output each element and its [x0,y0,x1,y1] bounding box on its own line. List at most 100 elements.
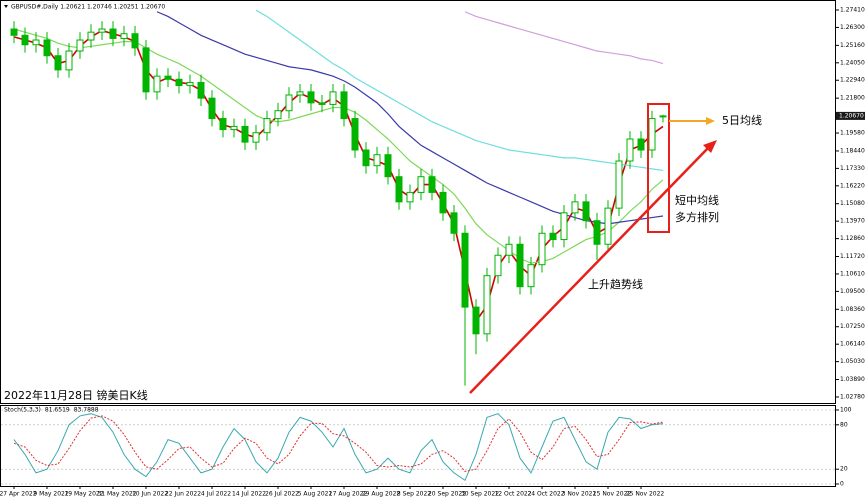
candle-body [362,149,370,167]
x-tick-label: 31 May 2022 [97,491,136,498]
candle-body [516,243,524,288]
candle-body [439,191,447,214]
candle-body [483,275,491,335]
y-tick-label: 1.13970 [840,218,865,225]
x-tick-label: 4 Jul 2022 [201,491,231,498]
candle-body [32,39,40,46]
y-tick-label: 1.07250 [840,323,865,330]
candle-body [406,191,414,203]
y-tick-label: 1.16220 [840,182,865,189]
candle-body [395,176,403,203]
stoch-panel [0,405,836,487]
x-tick-label: 9 May 2022 [33,491,68,498]
x-tick-label: 30 Sep 2022 [461,491,499,498]
y-tick-label: 1.21800 [840,95,865,102]
chart-header: GBPUSD#,Daily 1.20621 1.20746 1.20251 1.… [11,4,165,11]
candle-body [230,125,238,131]
candle-body [461,232,469,308]
candle-body [307,91,315,104]
candle-body [296,91,304,96]
candle-body [285,94,293,112]
trend-arrowhead [703,140,717,153]
annotation: 上升趋势线 [588,277,643,291]
candle-body [637,138,645,151]
moving-average [464,11,664,65]
x-tick-label: 3 Nov 2022 [562,491,597,498]
candle-body [538,232,546,266]
candle-body [87,31,95,41]
y-tick-label: 0 [840,481,844,488]
candle-body [648,118,656,151]
y-tick-label: 1.10610 [840,270,865,277]
candle-body [76,39,84,52]
candle-body [98,28,106,33]
candle-body [615,160,623,209]
x-tick-label: 26 Jul 2022 [265,491,299,498]
candle-body [384,154,392,178]
stoch-line [13,413,664,482]
main-panel [0,0,836,404]
moving-average [156,11,664,225]
x-tick-label: 24 Oct 2022 [527,491,564,498]
y-tick-label: 1.11720 [840,253,865,260]
x-tick-label: 22 Jun 2022 [165,491,201,498]
y-tick-label: 100 [840,407,852,414]
annotation: 多方排列 [675,210,719,224]
x-tick-label: 12 Oct 2022 [494,491,531,498]
candle-body [142,47,150,93]
y-tick-label: 1.08360 [840,306,865,313]
candle-body [340,91,348,120]
y-tick-label: 1.27410 [840,7,865,14]
y-tick-label: 1.17330 [840,165,865,172]
candle-body [582,201,590,222]
candle-body [43,39,51,57]
x-tick-label: 19 May 2022 [64,491,103,498]
candle-body [120,33,128,39]
moving-average [13,28,664,264]
candle-body [472,306,480,335]
candle-body [450,212,458,234]
candle-body [373,154,381,167]
annotation: 5日均线 [722,113,762,127]
candle-body [417,176,425,193]
candle-body [659,115,667,118]
y-tick-label: 1.15080 [840,200,865,207]
candle-body [428,176,436,193]
y-tick-label: 1.25160 [840,42,865,49]
y-tick-label: 1.19580 [840,130,865,137]
candle-body [263,118,271,134]
candle-body [10,28,18,36]
x-tick-label: 5 Aug 2022 [298,491,333,498]
y-tick-label: 1.02780 [840,393,865,400]
x-tick-label: 17 Aug 2022 [329,491,368,498]
y-tick-label: 1.05030 [840,358,865,365]
current-price-label: 1.20670 [839,112,864,119]
y-tick-label: 1.09500 [840,288,865,295]
candle-body [318,102,326,105]
y-tick-label: 1.24050 [840,59,865,66]
candle-body [329,91,337,105]
y-tick-label: 1.22940 [840,77,865,84]
y-tick-label: 20 [840,466,848,473]
y-tick-label: 1.26300 [840,24,865,31]
candle-body [571,201,579,214]
candle-body [549,232,557,241]
highlight-box [647,103,670,233]
symbol-icon [4,5,8,8]
candle-body [560,212,568,241]
candle-body [109,28,117,39]
annotation: 短中均线 [675,193,719,207]
moving-average [255,9,664,172]
x-tick-label: 10 Jun 2022 [132,491,168,498]
stoch-value: 83.7888 [74,407,99,414]
candle-body [153,75,161,93]
x-tick-label: 25 Nov 2022 [626,491,665,498]
x-tick-label: 29 Aug 2022 [362,491,401,498]
chart-caption: 2022年11月28日 镑美日K线 [4,388,148,402]
candle-body [604,207,612,245]
candle-body [175,78,183,87]
y-tick-label: 1.12860 [840,235,865,242]
candle-body [593,220,601,245]
stoch-value: 81.6519 [45,407,70,414]
